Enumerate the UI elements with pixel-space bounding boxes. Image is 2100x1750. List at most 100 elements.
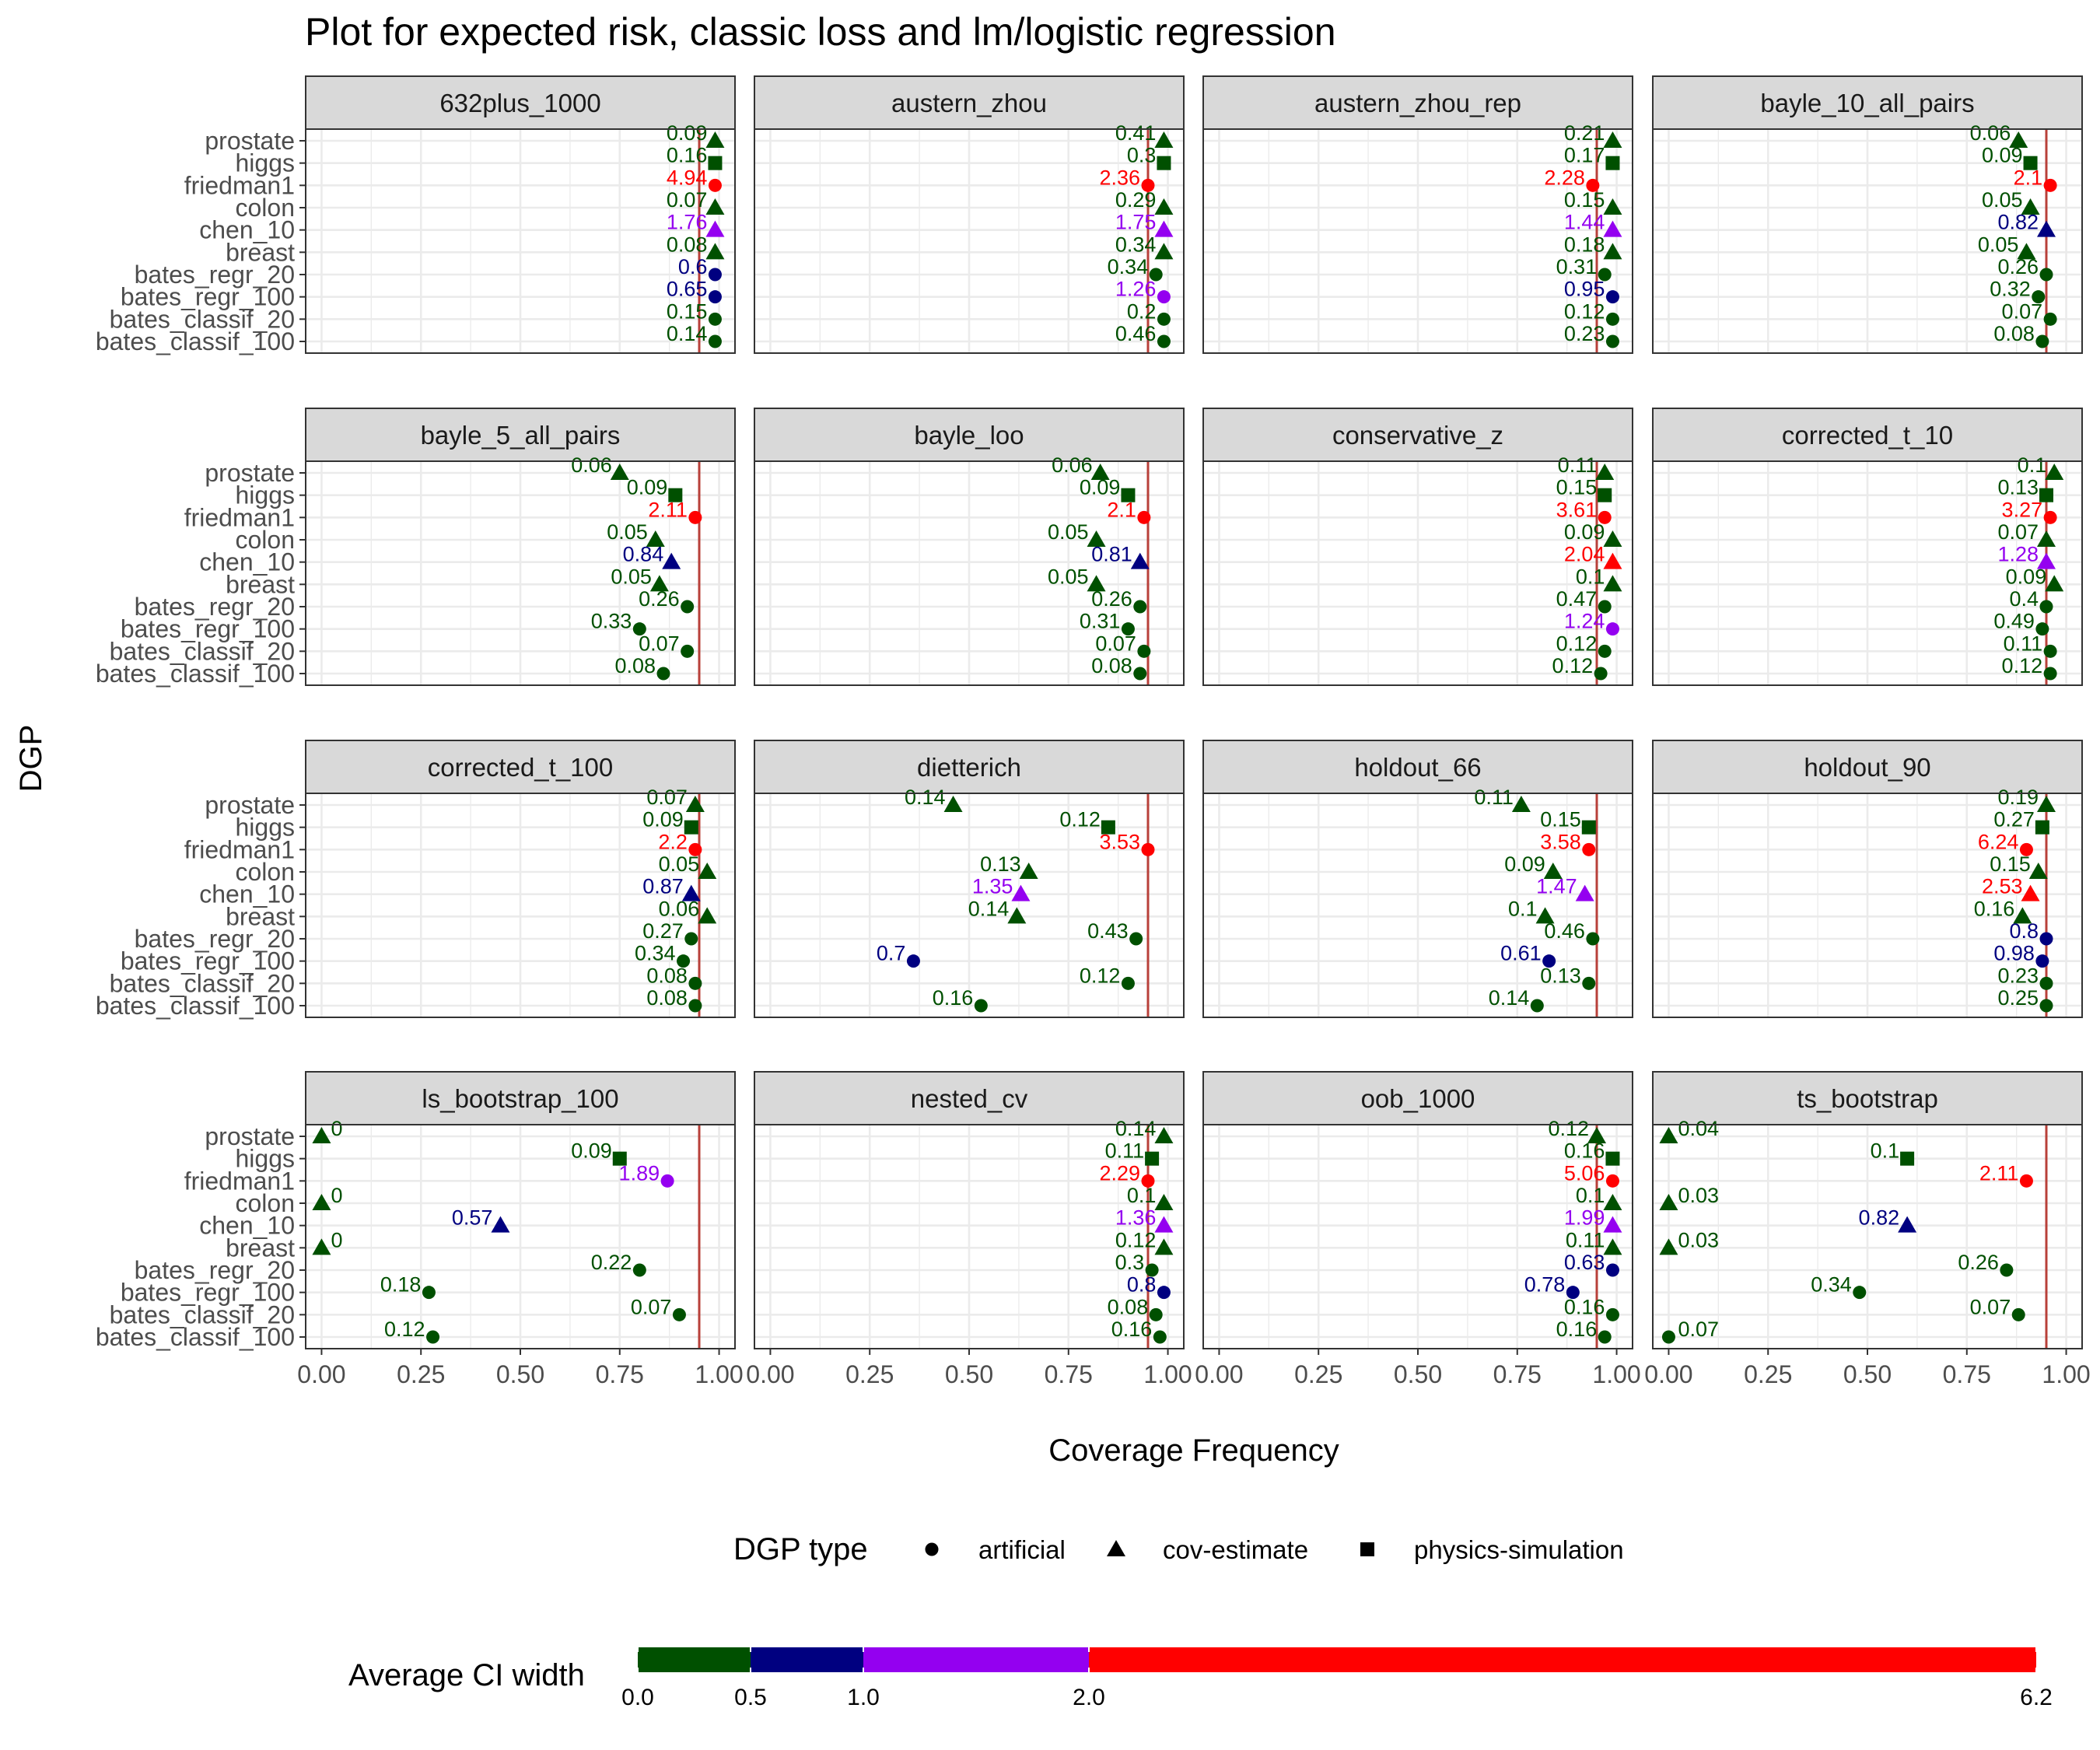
data-label: 1.76: [667, 211, 708, 234]
data-label: 0.3: [1115, 1251, 1145, 1274]
data-point: [1598, 488, 1612, 502]
data-point: [1605, 1151, 1620, 1166]
data-point: [684, 932, 698, 946]
data-label: 0.11: [2004, 632, 2043, 655]
data-point: [1582, 976, 1596, 990]
y-tick-label: prostate: [205, 459, 295, 487]
data-point: [1603, 552, 1622, 569]
data-label: 0.31: [1080, 610, 1121, 633]
data-point: [1598, 268, 1612, 282]
data-point: [1542, 954, 1556, 968]
data-label: 0.12: [2002, 654, 2043, 677]
legend-key-triangle: [1107, 1540, 1125, 1556]
facet-strip-label: holdout_66: [1354, 753, 1481, 782]
data-label: 1.36: [1115, 1206, 1157, 1230]
data-label: 2.11: [648, 498, 688, 521]
data-label: 0.12: [1548, 1117, 1589, 1140]
data-label: 2.11: [1979, 1161, 2019, 1185]
x-tick-label: 0.50: [1843, 1360, 1892, 1388]
data-point: [1157, 312, 1171, 326]
facet-panel-bayle_10_all_pairs: bayle_10_all_pairs0.060.092.10.050.820.0…: [1652, 75, 2083, 354]
data-label: 0.06: [571, 453, 612, 477]
data-point: [1154, 1127, 1174, 1143]
data-point: [2043, 644, 2057, 658]
data-point: [2009, 131, 2028, 148]
data-label: 0.8: [2009, 919, 2039, 943]
y-tick-label: bates_classif_20: [110, 637, 295, 665]
y-tick-label: bates_classif_100: [96, 992, 295, 1020]
data-label: 0.18: [1564, 233, 1605, 256]
y-tick-label: bates_classif_100: [96, 327, 295, 355]
facet-strip-label: corrected_t_10: [1782, 421, 1953, 450]
data-point: [2035, 334, 2049, 348]
data-point: [2013, 907, 2032, 924]
facet-strip-label: ls_bootstrap_100: [422, 1084, 618, 1113]
facet-strip-label: corrected_t_100: [428, 753, 614, 782]
y-tick-label: breast: [226, 1234, 295, 1262]
data-point: [1598, 600, 1612, 614]
panel-border: [305, 460, 736, 686]
y-tick-label: friedman1: [184, 1167, 295, 1195]
facet-strip: [305, 408, 736, 462]
data-point: [1121, 622, 1135, 636]
data-point: [677, 954, 691, 968]
data-point: [1149, 268, 1163, 282]
data-point: [1586, 178, 1600, 192]
data-point: [1133, 667, 1147, 681]
facet-strip-label: dietterich: [917, 753, 1021, 782]
data-point: [705, 198, 725, 215]
data-label: 0.14: [968, 897, 1010, 920]
data-point: [656, 667, 670, 681]
data-point: [491, 1216, 510, 1233]
data-label: 0.33: [591, 610, 632, 633]
data-point: [705, 243, 725, 260]
y-tick-label: higgs: [236, 814, 296, 842]
data-label: 0.16: [933, 986, 974, 1010]
data-label: 0.26: [1997, 255, 2039, 278]
data-point: [1154, 1194, 1174, 1210]
data-point: [2037, 530, 2056, 547]
data-label: 0.26: [1958, 1251, 1999, 1274]
data-label: 0.1: [1576, 1184, 1605, 1207]
x-tick-label: 0.75: [596, 1360, 644, 1388]
data-point: [1543, 863, 1563, 879]
data-label: 0.1: [1127, 1184, 1157, 1207]
data-point: [1853, 1286, 1867, 1300]
color-legend-tick-label: 1.0: [847, 1685, 880, 1710]
data-label: 0.23: [1564, 322, 1605, 345]
data-point: [943, 796, 963, 812]
y-tick-label: bates_regr_20: [135, 925, 295, 953]
data-point: [668, 488, 683, 502]
color-bin: [638, 1647, 751, 1672]
data-point: [685, 796, 705, 812]
facet-strip: [1652, 1071, 2083, 1125]
data-point: [1154, 220, 1174, 237]
data-label: 0.34: [635, 942, 676, 965]
data-label: 0.1: [1508, 897, 1538, 920]
data-point: [1019, 863, 1038, 879]
data-point: [2039, 488, 2053, 502]
color-legend: Average CI width 0.0 0.5 1.0 2.0 6.2: [348, 1647, 2053, 1710]
facet-panel-holdout_90: holdout_90 0.190.276.240.152.530.160.80.9…: [1652, 740, 2083, 1018]
x-tick-label: 0.50: [496, 1360, 544, 1388]
data-label: 0.47: [1556, 587, 1598, 611]
data-label: 1.28: [1997, 543, 2039, 566]
data-label: 1.89: [619, 1161, 660, 1185]
data-point: [1087, 575, 1106, 592]
data-label: 0.12: [1059, 808, 1101, 831]
y-tick-label: higgs: [236, 1145, 296, 1173]
legend-label: artificial: [978, 1535, 1066, 1564]
data-label: 1.99: [1564, 1206, 1605, 1230]
data-label: 0.27: [1993, 808, 2035, 831]
data-point: [1121, 976, 1135, 990]
data-label: 0.22: [591, 1251, 632, 1274]
data-point: [708, 312, 722, 326]
facet-panels: 632plus_10000.090.164.940.071.760.080.60…: [96, 75, 2091, 1388]
legend-key-circle: [925, 1542, 939, 1556]
data-label: 0.3: [1127, 144, 1157, 167]
color-legend-tick-label: 2.0: [1073, 1685, 1105, 1710]
data-label: 0.78: [1524, 1273, 1566, 1297]
data-point: [1154, 198, 1174, 215]
data-label: 0.82: [1997, 211, 2039, 234]
data-point: [632, 622, 646, 636]
